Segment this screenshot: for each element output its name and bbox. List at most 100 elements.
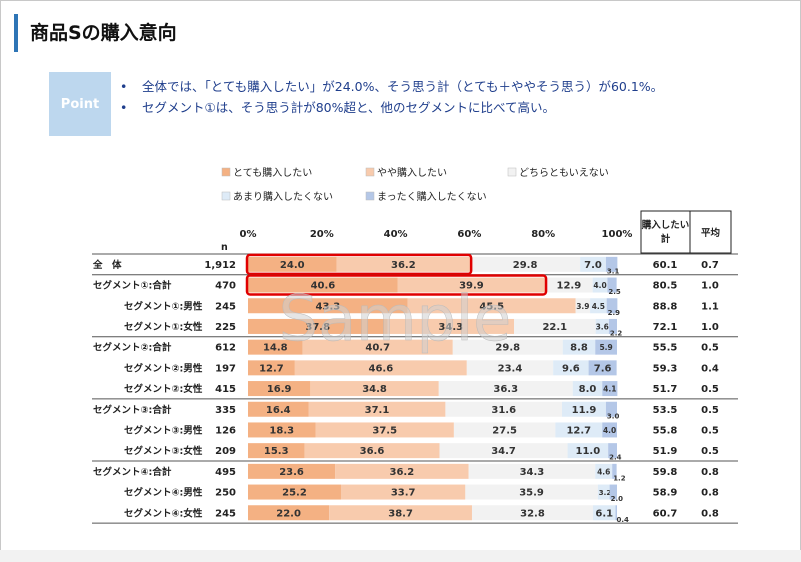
bar-value-label: 37.1: [365, 405, 390, 416]
bar-value-label: 7.6: [594, 363, 612, 374]
bar-value-label: 36.3: [493, 384, 518, 395]
row-label: セグメント③:合計: [93, 404, 172, 416]
bar-value-label: 4.5: [592, 302, 605, 311]
bar-segment-5: [606, 298, 618, 314]
bar-value-label: 40.6: [311, 281, 336, 292]
bar-segment-3: [452, 339, 563, 355]
bar-segment-1: [248, 401, 309, 417]
row-avg: 0.8: [701, 467, 719, 478]
bar-segment-5: [595, 339, 617, 355]
bar-value-label: 15.3: [264, 446, 289, 457]
bar-segment-2: [407, 298, 576, 314]
row-n: 1,912: [204, 260, 236, 271]
legend-swatch-4: [221, 191, 231, 201]
bar-value-label: 36.2: [390, 467, 415, 478]
bar-segment-4: [597, 484, 610, 500]
bar-value-label: 11.0: [576, 446, 601, 457]
bar-value-label: 3.1: [607, 267, 620, 275]
bullet-text-1: 全体では、「とても購入したい」が24.0%、そう思う計（とても＋ややそう思う）が…: [142, 79, 664, 94]
row-n: 470: [215, 281, 236, 292]
row-avg: 1.0: [701, 281, 719, 292]
bar-value-label: 34.8: [362, 384, 387, 395]
bar-value-label: 16.4: [266, 405, 291, 416]
bar-segment-4: [553, 360, 589, 376]
bar-value-label: 8.8: [570, 343, 588, 354]
row-total: 60.1: [653, 260, 678, 271]
bar-value-label: 43.3: [316, 301, 341, 312]
bar-segment-3: [438, 381, 573, 397]
row-total: 53.5: [653, 405, 678, 416]
bar-segment-5: [609, 484, 617, 500]
bar-segment-5: [608, 318, 617, 334]
bar-value-label: 4.1: [603, 385, 616, 394]
row-label: セグメント④:女性: [124, 507, 203, 519]
bar-segment-2: [304, 443, 440, 459]
row-n: 495: [215, 467, 236, 478]
row-n: 335: [215, 405, 236, 416]
bullet-item-2: • セグメント①は、そう思う計が80%超と、他のセグメントに比べて高い。: [120, 97, 555, 116]
legend-swatch-3: [507, 167, 517, 177]
bar-value-label: 22.1: [542, 322, 567, 333]
row-total: 55.5: [653, 343, 678, 354]
row-total: 88.8: [653, 301, 678, 312]
bar-segment-3: [470, 256, 581, 272]
avg-header-cell: [689, 210, 732, 254]
row-avg: 0.5: [701, 425, 719, 436]
bar-value-label: 3.2: [599, 489, 612, 497]
bar-value-label: 39.9: [459, 281, 484, 292]
bar-value-label: 2.0: [611, 495, 624, 503]
bar-value-label: 37.8: [305, 322, 330, 333]
bar-segment-2: [340, 484, 466, 500]
bar-segment-1: [248, 505, 330, 521]
row-avg: 0.5: [701, 384, 719, 395]
bar-segment-2: [310, 381, 439, 397]
legend-swatch-1: [221, 167, 231, 177]
bar-value-label: 33.7: [391, 488, 416, 499]
bar-value-label: 27.5: [492, 425, 517, 436]
x-tick-label: 40%: [384, 229, 408, 240]
bar-segment-1: [248, 339, 303, 355]
row-label: セグメント①:男性: [124, 300, 203, 312]
bar-segment-1: [248, 277, 398, 293]
bar-value-label: 34.3: [438, 322, 463, 333]
bar-segment-5: [608, 443, 617, 459]
bar-segment-4: [572, 381, 603, 397]
x-tick-label: 100%: [602, 229, 633, 240]
bar-value-label: 35.9: [519, 488, 544, 499]
total-header-line-2: 計: [661, 233, 671, 245]
bar-value-label: 34.3: [520, 467, 545, 478]
bar-segment-4: [593, 505, 616, 521]
bar-value-label: 29.8: [513, 260, 538, 271]
bar-value-label: 31.6: [491, 405, 516, 416]
bar-value-label: 2.9: [608, 309, 621, 317]
bar-value-label: 36.6: [360, 446, 385, 457]
row-n: 245: [215, 301, 236, 312]
legend-label-5: まったく購入したくない: [377, 190, 487, 203]
legend-label-4: あまり購入したくない: [233, 190, 333, 203]
row-avg: 0.8: [701, 508, 719, 519]
bar-value-label: 29.8: [495, 343, 520, 354]
bullet-mark-2: •: [120, 100, 128, 115]
row-total: 55.8: [653, 425, 678, 436]
row-n: 245: [215, 508, 236, 519]
row-n: 225: [215, 322, 236, 333]
bar-segment-3: [465, 484, 598, 500]
row-total: 58.9: [653, 488, 678, 499]
bar-segment-2: [336, 256, 471, 272]
bar-segment-1: [248, 443, 305, 459]
bar-segment-1: [248, 318, 388, 334]
point-label: Point: [60, 96, 100, 112]
bar-value-label: 2.5: [608, 288, 621, 296]
bar-value-label: 38.7: [388, 508, 413, 519]
row-n: 612: [215, 343, 236, 354]
row-label: セグメント④:男性: [124, 487, 203, 499]
row-n: 415: [215, 384, 236, 395]
row-label: セグメント②:男性: [124, 362, 203, 374]
bar-segment-1: [248, 256, 337, 272]
bar-segment-2: [315, 422, 454, 438]
sample-watermark: Sample: [279, 282, 511, 355]
bar-segment-1: [248, 484, 341, 500]
row-label: セグメント②:女性: [124, 383, 203, 395]
bar-segment-3: [468, 463, 596, 479]
bar-value-label: 24.0: [280, 260, 305, 271]
